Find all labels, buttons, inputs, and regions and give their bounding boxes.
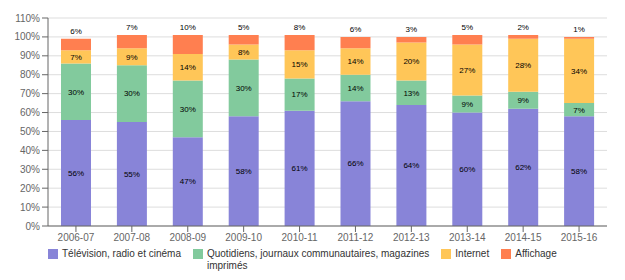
svg-text:27%: 27% xyxy=(459,66,475,75)
html-text:Télévision, radio et cinéma: Télévision, radio et cinéma xyxy=(62,248,181,259)
svg-text:14%: 14% xyxy=(180,63,196,72)
svg-text:2013-14: 2013-14 xyxy=(449,232,486,243)
svg-text:2010-11: 2010-11 xyxy=(282,232,318,243)
svg-text:2009-10: 2009-10 xyxy=(225,232,262,243)
svg-text:100%: 100% xyxy=(14,31,40,42)
svg-text:64%: 64% xyxy=(403,161,419,170)
svg-text:5%: 5% xyxy=(462,23,474,32)
svg-text:80%: 80% xyxy=(20,69,40,80)
svg-text:8%: 8% xyxy=(294,23,306,32)
svg-text:1%: 1% xyxy=(573,25,585,34)
svg-text:90%: 90% xyxy=(20,50,40,61)
svg-text:15%: 15% xyxy=(292,60,308,69)
svg-text:10%: 10% xyxy=(20,202,40,213)
svg-text:2014-15: 2014-15 xyxy=(505,232,542,243)
svg-text:2006-07: 2006-07 xyxy=(58,232,95,243)
svg-text:58%: 58% xyxy=(236,167,252,176)
svg-text:2%: 2% xyxy=(517,23,529,32)
svg-text:17%: 17% xyxy=(292,90,308,99)
svg-text:28%: 28% xyxy=(515,61,531,70)
svg-text:2011-12: 2011-12 xyxy=(337,232,373,243)
svg-text:66%: 66% xyxy=(347,159,363,168)
svg-text:2012-13: 2012-13 xyxy=(393,232,430,243)
svg-text:2007-08: 2007-08 xyxy=(113,232,150,243)
svg-text:5%: 5% xyxy=(238,23,250,32)
html-text:Internet: Internet xyxy=(455,248,490,259)
svg-text:30%: 30% xyxy=(68,88,84,97)
svg-text:2015-16: 2015-16 xyxy=(561,232,598,243)
svg-text:40%: 40% xyxy=(20,145,40,156)
svg-text:58%: 58% xyxy=(571,167,587,176)
svg-text:9%: 9% xyxy=(126,53,138,62)
svg-text:14%: 14% xyxy=(347,84,363,93)
svg-text:2008-09: 2008-09 xyxy=(169,232,206,243)
svg-text:20%: 20% xyxy=(403,57,419,66)
svg-text:7%: 7% xyxy=(573,106,585,115)
svg-text:30%: 30% xyxy=(124,89,140,98)
svg-text:34%: 34% xyxy=(571,67,587,76)
svg-text:55%: 55% xyxy=(124,170,140,179)
svg-text:50%: 50% xyxy=(20,126,40,137)
svg-text:7%: 7% xyxy=(70,53,82,62)
svg-text:30%: 30% xyxy=(236,84,252,93)
svg-text:60%: 60% xyxy=(20,107,40,118)
svg-text:60%: 60% xyxy=(459,165,475,174)
svg-text:56%: 56% xyxy=(68,169,84,178)
svg-text:9%: 9% xyxy=(517,96,529,105)
svg-text:6%: 6% xyxy=(70,27,82,36)
svg-text:47%: 47% xyxy=(180,177,196,186)
svg-text:70%: 70% xyxy=(20,88,40,99)
svg-text:10%: 10% xyxy=(180,23,196,32)
svg-text:13%: 13% xyxy=(403,89,419,98)
svg-text:30%: 30% xyxy=(20,164,40,175)
html-text:Quotidiens, journaux communaut: Quotidiens, journaux communautaires, mag… xyxy=(207,248,430,271)
svg-text:3%: 3% xyxy=(406,25,418,34)
svg-text:20%: 20% xyxy=(20,183,40,194)
svg-text:9%: 9% xyxy=(462,100,474,109)
svg-text:14%: 14% xyxy=(347,57,363,66)
html-text:Affichage: Affichage xyxy=(515,248,557,259)
svg-text:6%: 6% xyxy=(350,25,362,34)
svg-text:61%: 61% xyxy=(292,164,308,173)
svg-text:30%: 30% xyxy=(180,105,196,114)
svg-text:0%: 0% xyxy=(26,221,41,232)
svg-text:7%: 7% xyxy=(126,23,138,32)
svg-text:62%: 62% xyxy=(515,163,531,172)
svg-text:8%: 8% xyxy=(238,48,250,57)
svg-text:110%: 110% xyxy=(15,13,40,24)
